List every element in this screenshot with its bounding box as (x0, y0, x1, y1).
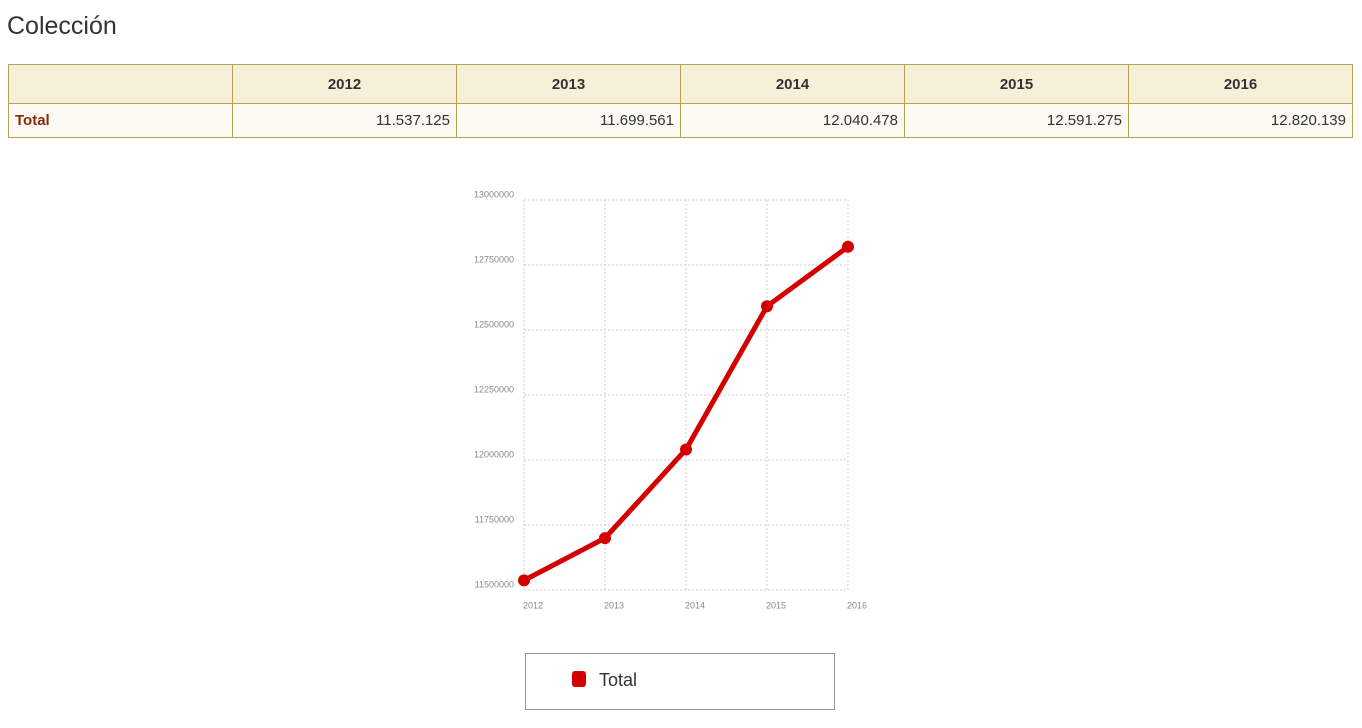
header-cell: 2014 (680, 64, 905, 104)
cell: 11.537.125 (232, 103, 457, 138)
x-tick-label: 2015 (766, 600, 786, 610)
cell: 12.820.139 (1128, 103, 1353, 138)
legend-label: Total (599, 670, 638, 690)
x-tick-label: 2016 (847, 600, 867, 610)
header-row: 2012 2013 2014 2015 2016 (8, 64, 1353, 104)
cell: 11.699.561 (456, 103, 681, 138)
y-tick-label: 11750000 (475, 514, 514, 524)
chart: 11500000 11750000 12000000 12250000 12500000… (474, 189, 867, 610)
x-tick-label: 2012 (523, 600, 543, 610)
page-title: Colección (7, 12, 117, 40)
y-tick-label: 12500000 (474, 319, 514, 329)
y-tick-label: 12250000 (474, 384, 514, 394)
data-row: Total 11.537.125 11.699.561 12.040.478 1… (8, 103, 1353, 138)
data-point (680, 443, 692, 456)
y-tick-label: 12000000 (474, 449, 514, 459)
legend: Total (525, 653, 835, 710)
data-point (842, 240, 854, 253)
header-cell: 2012 (232, 64, 457, 104)
y-tick-label: 11500000 (475, 579, 514, 589)
header-cell: 2016 (1128, 64, 1353, 104)
cell: 12.040.478 (680, 103, 905, 138)
legend-swatch (572, 671, 586, 687)
x-tick-label: 2013 (604, 600, 624, 610)
y-tick-label: 13000000 (474, 189, 514, 199)
data-point (518, 574, 530, 587)
data-table: 2012 2013 2014 2015 2016 Total 11.537.12… (8, 64, 1353, 138)
x-tick-label: 2014 (685, 600, 705, 610)
data-point (761, 300, 773, 313)
data-point (599, 532, 611, 545)
header-cell (8, 64, 233, 104)
header-cell: 2015 (904, 64, 1129, 104)
row-label: Total (8, 103, 233, 138)
y-tick-label: 12750000 (474, 254, 514, 264)
